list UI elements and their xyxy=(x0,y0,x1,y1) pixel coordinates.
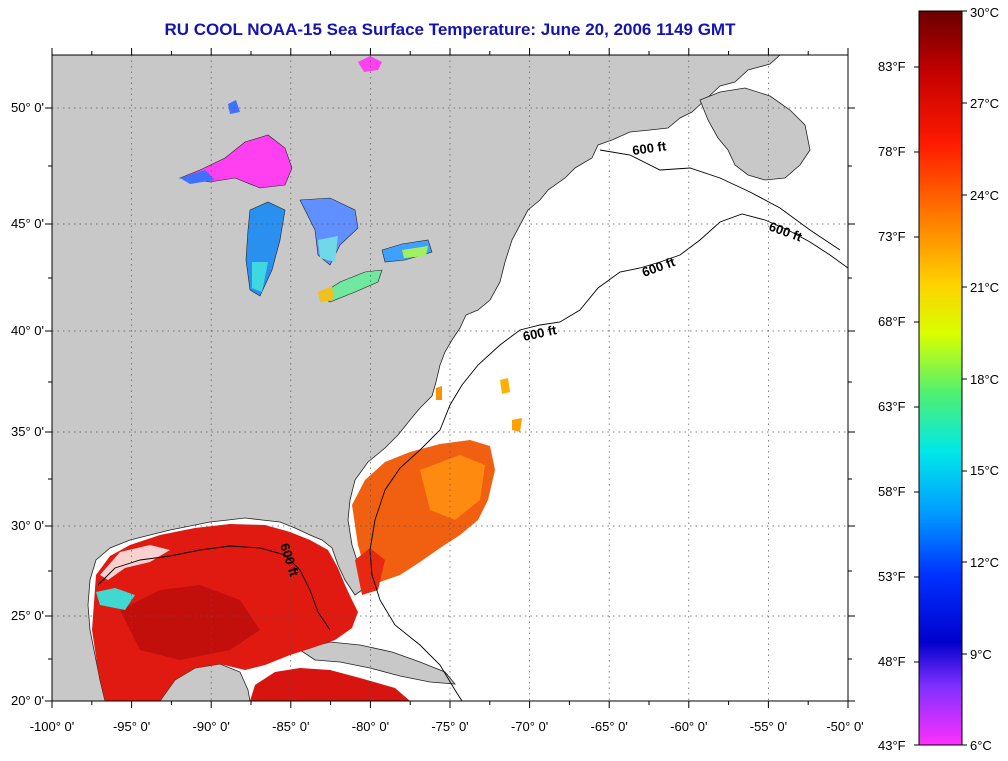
colorbar-celsius-label: 27°C xyxy=(970,96,1000,111)
sst-gulf-cyan xyxy=(96,588,135,610)
sst-atlantic-orange xyxy=(420,455,485,520)
colorbar-ticks xyxy=(914,10,967,746)
lake-erie-yellow xyxy=(318,286,334,302)
land-cuba xyxy=(299,641,456,685)
colorbar-fahrenheit-label: 73°F xyxy=(878,229,906,244)
sst-patch-1 xyxy=(500,378,510,394)
lake-nipigon xyxy=(358,56,382,72)
lake-michigan-cyan xyxy=(252,262,268,292)
colorbar-celsius-label: 21°C xyxy=(970,280,1000,295)
lake-ontario-green xyxy=(402,246,428,258)
colorbar-fahrenheit-label: 68°F xyxy=(878,314,906,329)
y-tick-label: 20° 0' xyxy=(11,693,44,708)
y-tick-label: 50° 0' xyxy=(11,100,44,115)
sst-caribbean xyxy=(250,668,410,701)
colorbar-celsius-label: 12°C xyxy=(970,555,1000,570)
sst-patch-3 xyxy=(436,386,442,400)
x-tick-label: -70° 0' xyxy=(511,719,548,734)
x-tick-label: -50° 0' xyxy=(826,719,863,734)
colorbar-fahrenheit-label: 78°F xyxy=(878,144,906,159)
colorbar-celsius-label: 6°C xyxy=(970,738,992,753)
colorbar-fahrenheit-label: 48°F xyxy=(878,654,906,669)
y-tick-label: 40° 0' xyxy=(11,323,44,338)
colorbar xyxy=(918,10,963,746)
x-axis-labels: -100° 0' -95° 0' -90° 0' -85° 0' -80° 0'… xyxy=(30,719,864,734)
x-tick-label: -80° 0' xyxy=(352,719,389,734)
x-tick-label: -100° 0' xyxy=(30,719,75,734)
colorbar-fahrenheit-label: 83°F xyxy=(878,59,906,74)
x-tick-label: -75° 0' xyxy=(431,719,468,734)
sst-patch-2 xyxy=(512,418,522,432)
lake-huron-cyan xyxy=(318,236,338,262)
axis-ticks xyxy=(45,48,855,708)
colorbar-fahrenheit-label: 63°F xyxy=(878,399,906,414)
y-axis-labels: 50° 0' 45° 0' 40° 0' 35° 0' 30° 0' 25° 0… xyxy=(11,100,44,708)
grid xyxy=(52,55,848,701)
colorbar-celsius-label: 15°C xyxy=(970,463,1000,478)
colorbar-fahrenheit-label: 53°F xyxy=(878,569,906,584)
lake-huron xyxy=(299,197,359,266)
colorbar-fahrenheit-label: 43°F xyxy=(878,738,906,753)
colorbar-celsius-label: 30°C xyxy=(970,5,1000,20)
lake-small xyxy=(228,100,240,114)
x-tick-label: -55° 0' xyxy=(750,719,787,734)
colorbar-celsius-label: 18°C xyxy=(970,372,1000,387)
x-tick-label: -60° 0' xyxy=(670,719,707,734)
x-tick-label: -95° 0' xyxy=(113,719,150,734)
contour-label-4: 600 ft xyxy=(522,322,559,344)
colorbar-fahrenheit-label: 58°F xyxy=(878,484,906,499)
x-tick-label: -85° 0' xyxy=(272,719,309,734)
land-newfoundland xyxy=(699,87,811,181)
contour-label-1: 600 ft xyxy=(631,138,667,158)
y-tick-label: 45° 0' xyxy=(11,216,44,231)
sst-gulf-dark xyxy=(120,585,260,660)
y-tick-label: 25° 0' xyxy=(11,608,44,623)
sst-gulf-shelf xyxy=(100,545,170,580)
y-tick-label: 30° 0' xyxy=(11,518,44,533)
lake-superior-blue xyxy=(180,170,215,184)
chart-title: RU COOL NOAA-15 Sea Surface Temperature:… xyxy=(164,20,736,39)
sst-florida-east xyxy=(355,548,385,595)
colorbar-celsius-label: 9°C xyxy=(970,647,992,662)
x-tick-label: -90° 0' xyxy=(193,719,230,734)
lake-erie xyxy=(319,269,383,303)
colorbar-celsius-label: 24°C xyxy=(970,188,1000,203)
contour-600ft-gulf xyxy=(97,545,331,631)
land-north-america xyxy=(52,55,781,701)
x-tick-label: -65° 0' xyxy=(591,719,628,734)
contour-600ft-north xyxy=(599,149,841,251)
contour-600ft-atlantic xyxy=(369,213,848,701)
y-tick-label: 35° 0' xyxy=(11,424,44,439)
